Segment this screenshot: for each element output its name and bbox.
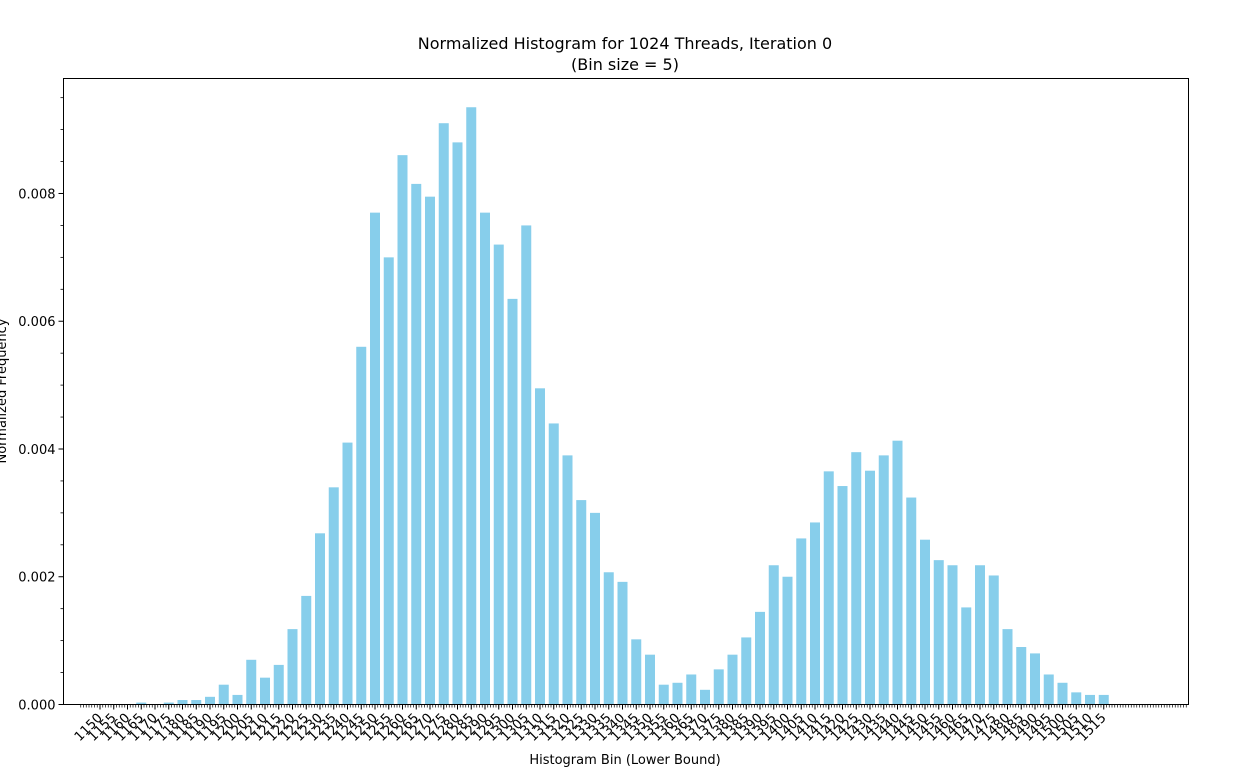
- bar-1385: [741, 637, 752, 705]
- y-tick-label: 0.000: [18, 699, 55, 714]
- bar-1255: [383, 257, 394, 705]
- bar-1490: [1030, 653, 1040, 705]
- bar-1380: [727, 654, 738, 705]
- bar-1330: [590, 512, 600, 705]
- bar-1300: [507, 298, 518, 705]
- bar-1185: [191, 700, 202, 705]
- bar-1230: [315, 533, 325, 705]
- bar-1180: [177, 700, 188, 705]
- bar-1275: [438, 123, 449, 705]
- bar-series: [136, 107, 1109, 705]
- bar-1280: [452, 142, 463, 705]
- bar-1465: [961, 607, 972, 705]
- bar-1420: [837, 486, 848, 705]
- bar-1495: [1043, 674, 1054, 705]
- y-axis-label: Normalized Frequency: [0, 318, 10, 463]
- bar-1290: [480, 212, 490, 705]
- bar-1450: [920, 539, 930, 705]
- bar-1200: [232, 694, 243, 705]
- bar-1240: [342, 442, 353, 705]
- bar-1475: [988, 575, 999, 705]
- bar-1370: [700, 689, 710, 705]
- bar-1435: [878, 455, 889, 705]
- y-tick-label: 0.004: [18, 443, 55, 458]
- bar-1410: [810, 522, 820, 705]
- bar-1195: [218, 684, 229, 705]
- bar-1515: [1098, 694, 1109, 705]
- bar-1360: [672, 682, 683, 705]
- bar-1365: [686, 674, 697, 705]
- bar-1390: [755, 611, 765, 705]
- bar-1510: [1085, 694, 1095, 705]
- bar-1355: [658, 684, 669, 705]
- bar-1325: [576, 500, 587, 705]
- bar-1165: [136, 702, 147, 705]
- chart-title: Normalized Histogram for 1024 Threads, I…: [418, 34, 832, 53]
- bar-1500: [1057, 682, 1068, 705]
- y-tick-label: 0.008: [18, 187, 55, 202]
- bar-1215: [273, 664, 284, 705]
- bar-1225: [301, 595, 312, 705]
- bar-1305: [521, 225, 532, 705]
- bar-1235: [328, 487, 339, 705]
- bar-1445: [906, 497, 917, 705]
- bar-1400: [782, 576, 793, 705]
- bar-1315: [548, 423, 559, 705]
- bar-1505: [1071, 692, 1082, 705]
- bar-1395: [768, 565, 779, 705]
- x-axis: 1150115511601165117011751180118511901195…: [72, 704, 1187, 745]
- bar-1345: [631, 639, 642, 705]
- bar-1320: [562, 455, 573, 705]
- y-tick-label: 0.006: [18, 315, 55, 330]
- bar-1295: [493, 244, 504, 705]
- bar-1220: [287, 629, 298, 705]
- bar-1190: [205, 696, 215, 705]
- bar-1335: [603, 572, 614, 705]
- bar-1205: [246, 659, 257, 705]
- plot-frame: [63, 78, 1189, 705]
- x-axis-label: Histogram Bin (Lower Bound): [529, 753, 720, 768]
- bar-1455: [933, 560, 944, 705]
- bar-1470: [975, 565, 985, 705]
- y-tick-label: 0.002: [18, 571, 55, 586]
- bar-1270: [425, 196, 435, 705]
- bar-1175: [163, 702, 174, 705]
- chart-subtitle: (Bin size = 5): [571, 55, 679, 74]
- bar-1405: [796, 538, 807, 705]
- bar-1415: [823, 471, 834, 705]
- bar-1285: [466, 107, 477, 705]
- bar-1430: [865, 470, 875, 705]
- bar-1310: [535, 388, 545, 705]
- bar-1210: [260, 677, 270, 705]
- bar-1340: [617, 581, 628, 705]
- bar-1425: [851, 452, 862, 705]
- bar-1375: [713, 669, 724, 705]
- bar-1350: [645, 654, 655, 705]
- bar-1440: [892, 440, 903, 705]
- bar-1265: [411, 183, 422, 705]
- y-axis: 0.000 0.002 0.004 0.006 0.008: [18, 97, 64, 714]
- bar-1480: [1002, 629, 1013, 705]
- bar-1250: [370, 212, 380, 705]
- bar-1260: [397, 155, 408, 705]
- bar-1245: [356, 346, 367, 705]
- bar-1460: [947, 565, 958, 705]
- bar-1485: [1016, 647, 1027, 705]
